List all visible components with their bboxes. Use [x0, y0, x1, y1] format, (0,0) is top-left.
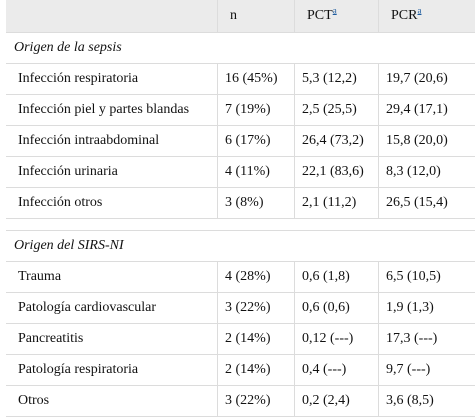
row-label: Infección urinaria — [6, 156, 218, 187]
row-pct: 0,12 (---) — [295, 323, 379, 354]
header-empty-cell — [6, 0, 218, 32]
row-label: Trauma — [6, 261, 218, 292]
section-heading-row: Origen de la sepsis — [6, 32, 475, 63]
row-label: Infección respiratoria — [6, 63, 218, 94]
row-n: 3 (22%) — [218, 385, 295, 417]
results-table: n PCTa PCRa Origen de la sepsis Infecció… — [6, 0, 475, 417]
pcr-footnote-link[interactable]: a — [417, 5, 422, 16]
row-pct: 0,6 (1,8) — [295, 261, 379, 292]
header-pct: PCTa — [295, 0, 379, 32]
header-pct-label: PCT — [307, 8, 333, 23]
section-title: Origen de la sepsis — [6, 32, 475, 63]
row-pct: 26,4 (73,2) — [295, 125, 379, 156]
row-pct: 2,1 (11,2) — [295, 187, 379, 218]
row-label: Patología cardiovascular — [6, 292, 218, 323]
row-label: Pancreatitis — [6, 323, 218, 354]
row-pcr: 8,3 (12,0) — [379, 156, 475, 187]
row-n: 3 (8%) — [218, 187, 295, 218]
row-pct: 0,4 (---) — [295, 354, 379, 385]
row-n: 2 (14%) — [218, 354, 295, 385]
row-pct: 2,5 (25,5) — [295, 94, 379, 125]
header-pcr-label: PCR — [391, 8, 418, 23]
row-n: 7 (19%) — [218, 94, 295, 125]
row-label: Infección intraabdominal — [6, 125, 218, 156]
section-spacer-row — [6, 218, 475, 230]
section-title: Origen del SIRS-NI — [6, 230, 475, 261]
row-pcr: 29,4 (17,1) — [379, 94, 475, 125]
row-pcr: 1,9 (1,3) — [379, 292, 475, 323]
row-pcr: 15,8 (20,0) — [379, 125, 475, 156]
row-label: Otros — [6, 385, 218, 417]
table-row: Infección respiratoria 16 (45%) 5,3 (12,… — [6, 63, 475, 94]
row-label: Infección otros — [6, 187, 218, 218]
row-pct: 22,1 (83,6) — [295, 156, 379, 187]
row-pcr: 6,5 (10,5) — [379, 261, 475, 292]
header-pcr: PCRa — [379, 0, 475, 32]
row-label: Infección piel y partes blandas — [6, 94, 218, 125]
row-pcr: 19,7 (20,6) — [379, 63, 475, 94]
row-pcr: 3,6 (8,5) — [379, 385, 475, 417]
table-row: Infección urinaria 4 (11%) 22,1 (83,6) 8… — [6, 156, 475, 187]
row-n: 4 (28%) — [218, 261, 295, 292]
table-row: Infección otros 3 (8%) 2,1 (11,2) 26,5 (… — [6, 187, 475, 218]
spacer-cell — [6, 218, 475, 230]
table-row: Infección intraabdominal 6 (17%) 26,4 (7… — [6, 125, 475, 156]
row-pct: 5,3 (12,2) — [295, 63, 379, 94]
row-n: 3 (22%) — [218, 292, 295, 323]
row-pcr: 9,7 (---) — [379, 354, 475, 385]
table-header-row: n PCTa PCRa — [6, 0, 475, 32]
row-n: 4 (11%) — [218, 156, 295, 187]
row-pct: 0,2 (2,4) — [295, 385, 379, 417]
table-row: Patología respiratoria 2 (14%) 0,4 (---)… — [6, 354, 475, 385]
results-table-container: n PCTa PCRa Origen de la sepsis Infecció… — [6, 0, 475, 417]
row-pct: 0,6 (0,6) — [295, 292, 379, 323]
row-pcr: 26,5 (15,4) — [379, 187, 475, 218]
row-n: 16 (45%) — [218, 63, 295, 94]
table-row: Otros 3 (22%) 0,2 (2,4) 3,6 (8,5) — [6, 385, 475, 417]
table-row: Patología cardiovascular 3 (22%) 0,6 (0,… — [6, 292, 475, 323]
row-n: 2 (14%) — [218, 323, 295, 354]
header-n: n — [218, 0, 295, 32]
table-row: Pancreatitis 2 (14%) 0,12 (---) 17,3 (--… — [6, 323, 475, 354]
row-label: Patología respiratoria — [6, 354, 218, 385]
section-heading-row: Origen del SIRS-NI — [6, 230, 475, 261]
row-pcr: 17,3 (---) — [379, 323, 475, 354]
table-row: Infección piel y partes blandas 7 (19%) … — [6, 94, 475, 125]
table-row: Trauma 4 (28%) 0,6 (1,8) 6,5 (10,5) — [6, 261, 475, 292]
row-n: 6 (17%) — [218, 125, 295, 156]
pct-footnote-link[interactable]: a — [332, 5, 337, 16]
